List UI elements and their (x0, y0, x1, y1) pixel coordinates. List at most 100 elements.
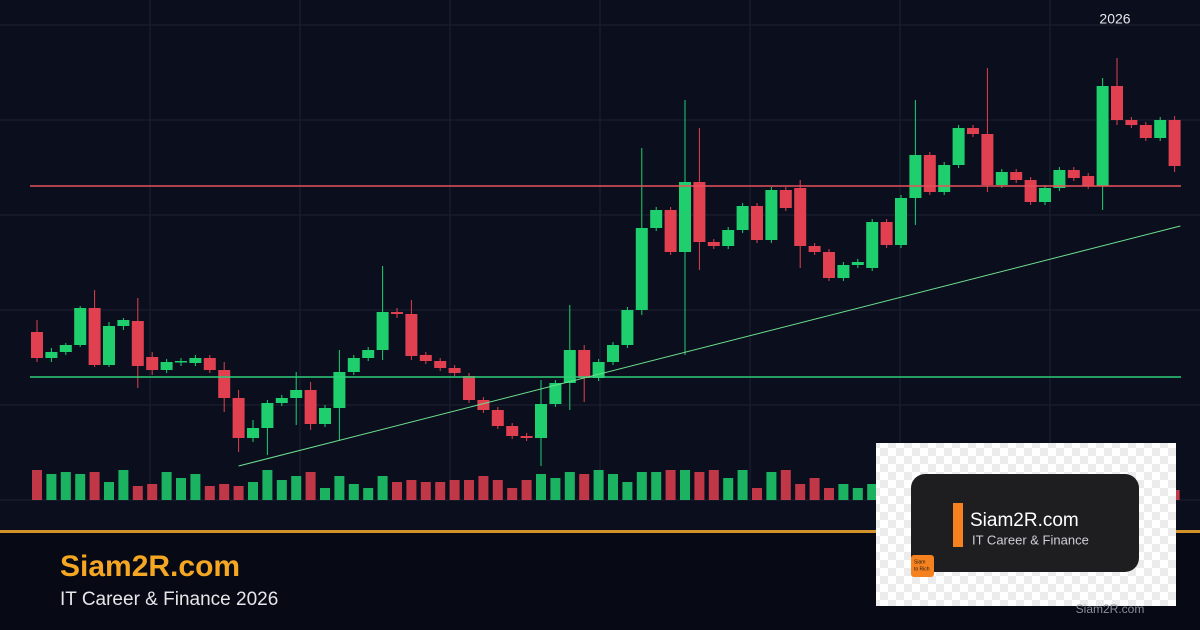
candle-body (1082, 176, 1095, 186)
volume-bar (809, 478, 820, 500)
candle-body (319, 408, 331, 424)
volume-bar (478, 476, 489, 500)
volume-bar (75, 474, 86, 500)
candle-body (232, 398, 245, 438)
logo-text: to Rich (914, 566, 930, 572)
volume-bar (334, 476, 345, 500)
candle-body (59, 345, 72, 352)
volume-bar (60, 472, 71, 500)
candle-body (981, 134, 994, 185)
card-panel (911, 474, 1139, 572)
candle-body (549, 383, 562, 404)
candle-body (1096, 86, 1109, 186)
candle-body (45, 352, 58, 358)
volume-bar (420, 482, 431, 500)
candle-body (909, 155, 922, 198)
volume-bar (492, 480, 503, 500)
candle-body (1053, 170, 1066, 188)
candle-body (736, 206, 749, 230)
logo-text: Siam (914, 559, 925, 565)
volume-bar (132, 486, 143, 500)
volume-bar (824, 488, 834, 500)
candle-body (218, 370, 231, 398)
volume-bar (766, 472, 777, 500)
volume-bar (708, 470, 719, 500)
candle-body (664, 210, 677, 252)
candle-body (376, 312, 389, 350)
candle-body (563, 350, 576, 383)
volume-bar (651, 472, 662, 500)
volume-bar (550, 478, 561, 500)
candle-body (88, 308, 101, 365)
candle-body (448, 368, 461, 373)
brand-title: Siam2R.com (60, 550, 240, 583)
volume-bar (665, 470, 676, 500)
brand-subtitle: IT Career & Finance 2026 (60, 589, 278, 610)
candle-body (779, 190, 792, 208)
volume-bar (190, 474, 201, 500)
candle-body (823, 252, 835, 278)
watermark: Siam2R.com (1076, 602, 1145, 616)
candle-body (520, 436, 533, 438)
candle-body (765, 190, 778, 240)
candle-body (31, 332, 43, 358)
volume-bar (233, 486, 244, 500)
volume-bar (737, 470, 748, 500)
candle-body (679, 182, 691, 252)
candle-body (707, 242, 720, 246)
volume-bar (276, 480, 287, 500)
candle-body (419, 355, 432, 361)
trend-line (238, 225, 1181, 467)
volume-bar (291, 476, 302, 500)
volume-bar (104, 482, 114, 500)
volume-bar (752, 488, 762, 500)
candle-body (995, 172, 1008, 185)
candle-body (203, 358, 216, 370)
volume-bar (305, 472, 316, 500)
volume-bar (852, 488, 863, 500)
candle-body (621, 310, 634, 345)
volume-bar (694, 472, 705, 500)
candle-body (391, 312, 403, 314)
candle-body (347, 358, 360, 372)
candle-body (261, 403, 274, 428)
volume-bar (406, 480, 417, 500)
candle-body (607, 345, 619, 362)
candle-body (362, 350, 375, 358)
card-title: Siam2R.com (970, 510, 1079, 531)
volume-bar (593, 470, 604, 500)
candle-body (247, 428, 259, 438)
candle-body (1168, 120, 1181, 166)
candle-body (491, 410, 504, 426)
candle-body (463, 376, 475, 400)
volume-bar (435, 482, 446, 500)
volume-bar (723, 478, 734, 500)
volume-bar (536, 474, 546, 500)
candle-body (866, 222, 879, 268)
volume-bar (118, 470, 129, 500)
volume-bar (46, 474, 57, 500)
candle-body (1010, 172, 1023, 180)
candle-body (146, 357, 159, 370)
candle-body (290, 390, 303, 398)
volume-bar (636, 472, 647, 500)
brand-card: Siam2R.com IT Career & Finance Siam to R… (876, 443, 1176, 606)
candle-body (189, 358, 202, 363)
card-accent (953, 503, 963, 547)
candle-body (1111, 86, 1123, 120)
volume-bar (219, 484, 230, 500)
candle-body (808, 246, 821, 252)
candle-body (722, 230, 735, 246)
candle-body (794, 188, 807, 246)
candle-body (103, 326, 115, 365)
volume-bar (348, 484, 359, 500)
candle-body (1125, 120, 1138, 125)
volume-bar (176, 478, 186, 500)
volume-bar (795, 484, 806, 500)
volume-bar (579, 474, 590, 500)
candle-body (131, 321, 144, 366)
candle-body (751, 206, 763, 240)
volume-bar (622, 482, 633, 500)
divider (0, 530, 1200, 533)
